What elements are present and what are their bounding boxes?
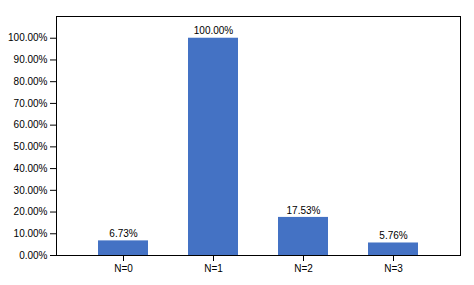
- svg-text:20.00%: 20.00%: [14, 206, 48, 217]
- svg-text:70.00%: 70.00%: [14, 98, 48, 109]
- svg-text:80.00%: 80.00%: [14, 76, 48, 87]
- svg-text:5.76%: 5.76%: [379, 230, 407, 241]
- svg-text:N=1: N=1: [204, 263, 223, 274]
- svg-text:6.73%: 6.73%: [109, 228, 137, 239]
- svg-text:100.00%: 100.00%: [8, 32, 48, 43]
- svg-text:N=2: N=2: [294, 263, 313, 274]
- svg-text:100.00%: 100.00%: [194, 25, 234, 36]
- svg-text:10.00%: 10.00%: [14, 228, 48, 239]
- svg-text:40.00%: 40.00%: [14, 163, 48, 174]
- svg-text:17.53%: 17.53%: [287, 205, 321, 216]
- svg-text:30.00%: 30.00%: [14, 185, 48, 196]
- svg-text:N=3: N=3: [384, 263, 403, 274]
- svg-text:0.00%: 0.00%: [19, 250, 47, 261]
- svg-text:90.00%: 90.00%: [14, 54, 48, 65]
- svg-text:60.00%: 60.00%: [14, 119, 48, 130]
- svg-text:N=0: N=0: [114, 263, 133, 274]
- svg-text:50.00%: 50.00%: [14, 141, 48, 152]
